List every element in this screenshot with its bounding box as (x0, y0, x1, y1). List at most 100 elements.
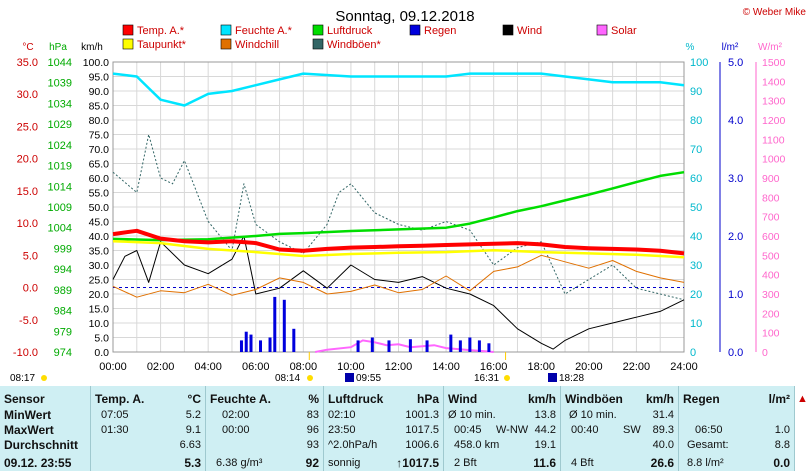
tick-rain: 4.0 (728, 115, 743, 127)
tick-wind: 30.0 (89, 260, 110, 272)
tick-rain: 0.0 (728, 347, 743, 359)
tick-wind: 15.0 (89, 304, 110, 316)
tick-wind: 80.0 (89, 115, 110, 127)
wind-last: 11.6 (533, 456, 556, 470)
gust-last: 26.6 (650, 456, 674, 470)
temp-min-time: 07:05 (101, 409, 129, 421)
chart-legend: Temp. A.* Feuchte A.* Luftdruck Regen Wind So… (122, 24, 637, 51)
legend-label: Luftdruck (327, 25, 373, 37)
tick-humidity: 40 (690, 231, 702, 243)
wind-max-dir: W-NW (496, 424, 529, 436)
stats-col-pressure: Luftdruck hPa 02:10 1001.3 23:50 1017.5 ^2.… (323, 386, 443, 471)
legend-swatch (220, 38, 232, 50)
tick-x: 12:00 (385, 361, 413, 373)
temp-max: 9.1 (185, 424, 201, 436)
tick-wind: 20.0 (89, 289, 110, 301)
temp-avg: 6.63 (179, 439, 201, 451)
rain-bar (273, 296, 277, 352)
tick-temp: 30.0 (17, 89, 38, 101)
plot-area (112, 72, 685, 353)
tick-x: 20:00 (575, 361, 603, 373)
humidity-max: 96 (306, 424, 319, 436)
legend-swatch (220, 24, 232, 36)
stats-header-pressure: Luftdruck (328, 392, 384, 406)
tick-pressure: 974 (54, 347, 72, 359)
stats-table: Sensor MinWert MaxWert Durchschnitt 09.1… (0, 386, 810, 471)
tick-pressure: 999 (54, 243, 72, 255)
stats-unit-temp: °C (187, 392, 201, 406)
tick-humidity: 80 (690, 115, 702, 127)
legend-label: Feuchte A.* (235, 25, 293, 37)
tick-wind: 0.0 (94, 347, 109, 359)
legend-label: Wind (517, 25, 542, 37)
tick-x: 06:00 (242, 361, 270, 373)
tick-rain: 5.0 (728, 57, 743, 69)
stats-row-avg-label: Durchschnitt (4, 438, 79, 452)
stats-col-extra: ▲ (794, 386, 810, 471)
stats-col-temp: Temp. A. °C 07:05 5.2 01:30 9.1 6.63 5.3 (90, 386, 205, 471)
legend-swatch (596, 24, 608, 36)
tick-x: 08:00 (290, 361, 318, 373)
tick-wind: 100.0 (83, 57, 109, 69)
tick-temp: -10.0 (13, 347, 38, 359)
rain-total-day: 8.8 l/m² (687, 457, 724, 469)
tick-pressure: 989 (54, 285, 72, 297)
tick-solar: 300 (762, 289, 780, 301)
stats-header-wind: Wind (448, 392, 478, 406)
wind-avg10-label: Ø 10 min. (448, 409, 496, 421)
stats-col-humidity: Feuchte A.% 02:00 83 00:00 96 93 6.38 g/m³… (205, 386, 323, 471)
wind-bft: 2 Bft (454, 457, 477, 469)
tick-pressure: 1044 (48, 57, 72, 69)
stats-unit-wind: km/h (527, 392, 556, 406)
tick-temp: 5.0 (23, 250, 38, 262)
gust-avg10-label: Ø 10 min. (569, 409, 617, 421)
wind-max: 44.2 (534, 424, 556, 436)
axis-unit-temp: °C (22, 42, 33, 53)
rain-bar (387, 340, 391, 352)
tick-pressure: 979 (54, 326, 72, 338)
legend-label: Solar (611, 25, 637, 37)
axis-unit-pressure: hPa (49, 42, 67, 53)
moon-icon (548, 373, 557, 382)
stats-last-time: 09.12. 23:55 (4, 456, 72, 470)
rain-total-label: Gesamt: (687, 439, 729, 451)
pressure-max-time: 23:50 (328, 424, 356, 436)
tick-rain: 3.0 (728, 173, 743, 185)
tick-solar: 700 (762, 212, 780, 224)
stats-unit-pressure: hPa (416, 392, 439, 406)
wind-run: 458.0 km (454, 439, 500, 451)
stats-row-max-label: MaxWert (4, 423, 54, 437)
rain-bar (292, 328, 296, 352)
tick-wind: 10.0 (89, 318, 110, 330)
chart-title: Sonntag, 09.12.2018 (335, 8, 474, 25)
tick-solar: 500 (762, 250, 780, 262)
rain-bar (249, 334, 253, 352)
tick-temp: -5.0 (19, 315, 38, 327)
legend-swatch (409, 24, 421, 36)
gust-max-time: 00:40 (571, 424, 599, 436)
tick-wind: 25.0 (89, 275, 110, 287)
tick-wind: 35.0 (89, 246, 110, 258)
tick-temp: 35.0 (17, 57, 38, 69)
plot-frame (112, 61, 685, 353)
stats-unit-rain: l/m² (768, 392, 790, 406)
tick-humidity: 10 (690, 318, 702, 330)
pressure-last: ↑1017.5 (396, 456, 439, 470)
stats-header-humidity: Feuchte A. (210, 392, 271, 406)
legend-swatch (122, 38, 134, 50)
humidity-min-time: 02:00 (222, 409, 250, 421)
stats-header-gust: Windböen (565, 392, 623, 406)
tick-x: 10:00 (337, 361, 365, 373)
tick-solar: 0 (762, 347, 768, 359)
rain-bar (268, 337, 272, 352)
moon-icon (345, 373, 354, 382)
rain-max-time: 06:50 (695, 424, 723, 436)
tick-humidity: 50 (690, 202, 702, 214)
wind-avg: 19.1 (534, 439, 556, 451)
rain-bar (239, 340, 243, 352)
weather-chart: Sonntag, 09.12.2018 © Weber Mike Temp. A… (10, 7, 806, 384)
tick-rain: 2.0 (728, 231, 743, 243)
legend-swatch (312, 24, 324, 36)
series-luftdruck (112, 170, 685, 242)
legend-swatch (312, 38, 324, 50)
